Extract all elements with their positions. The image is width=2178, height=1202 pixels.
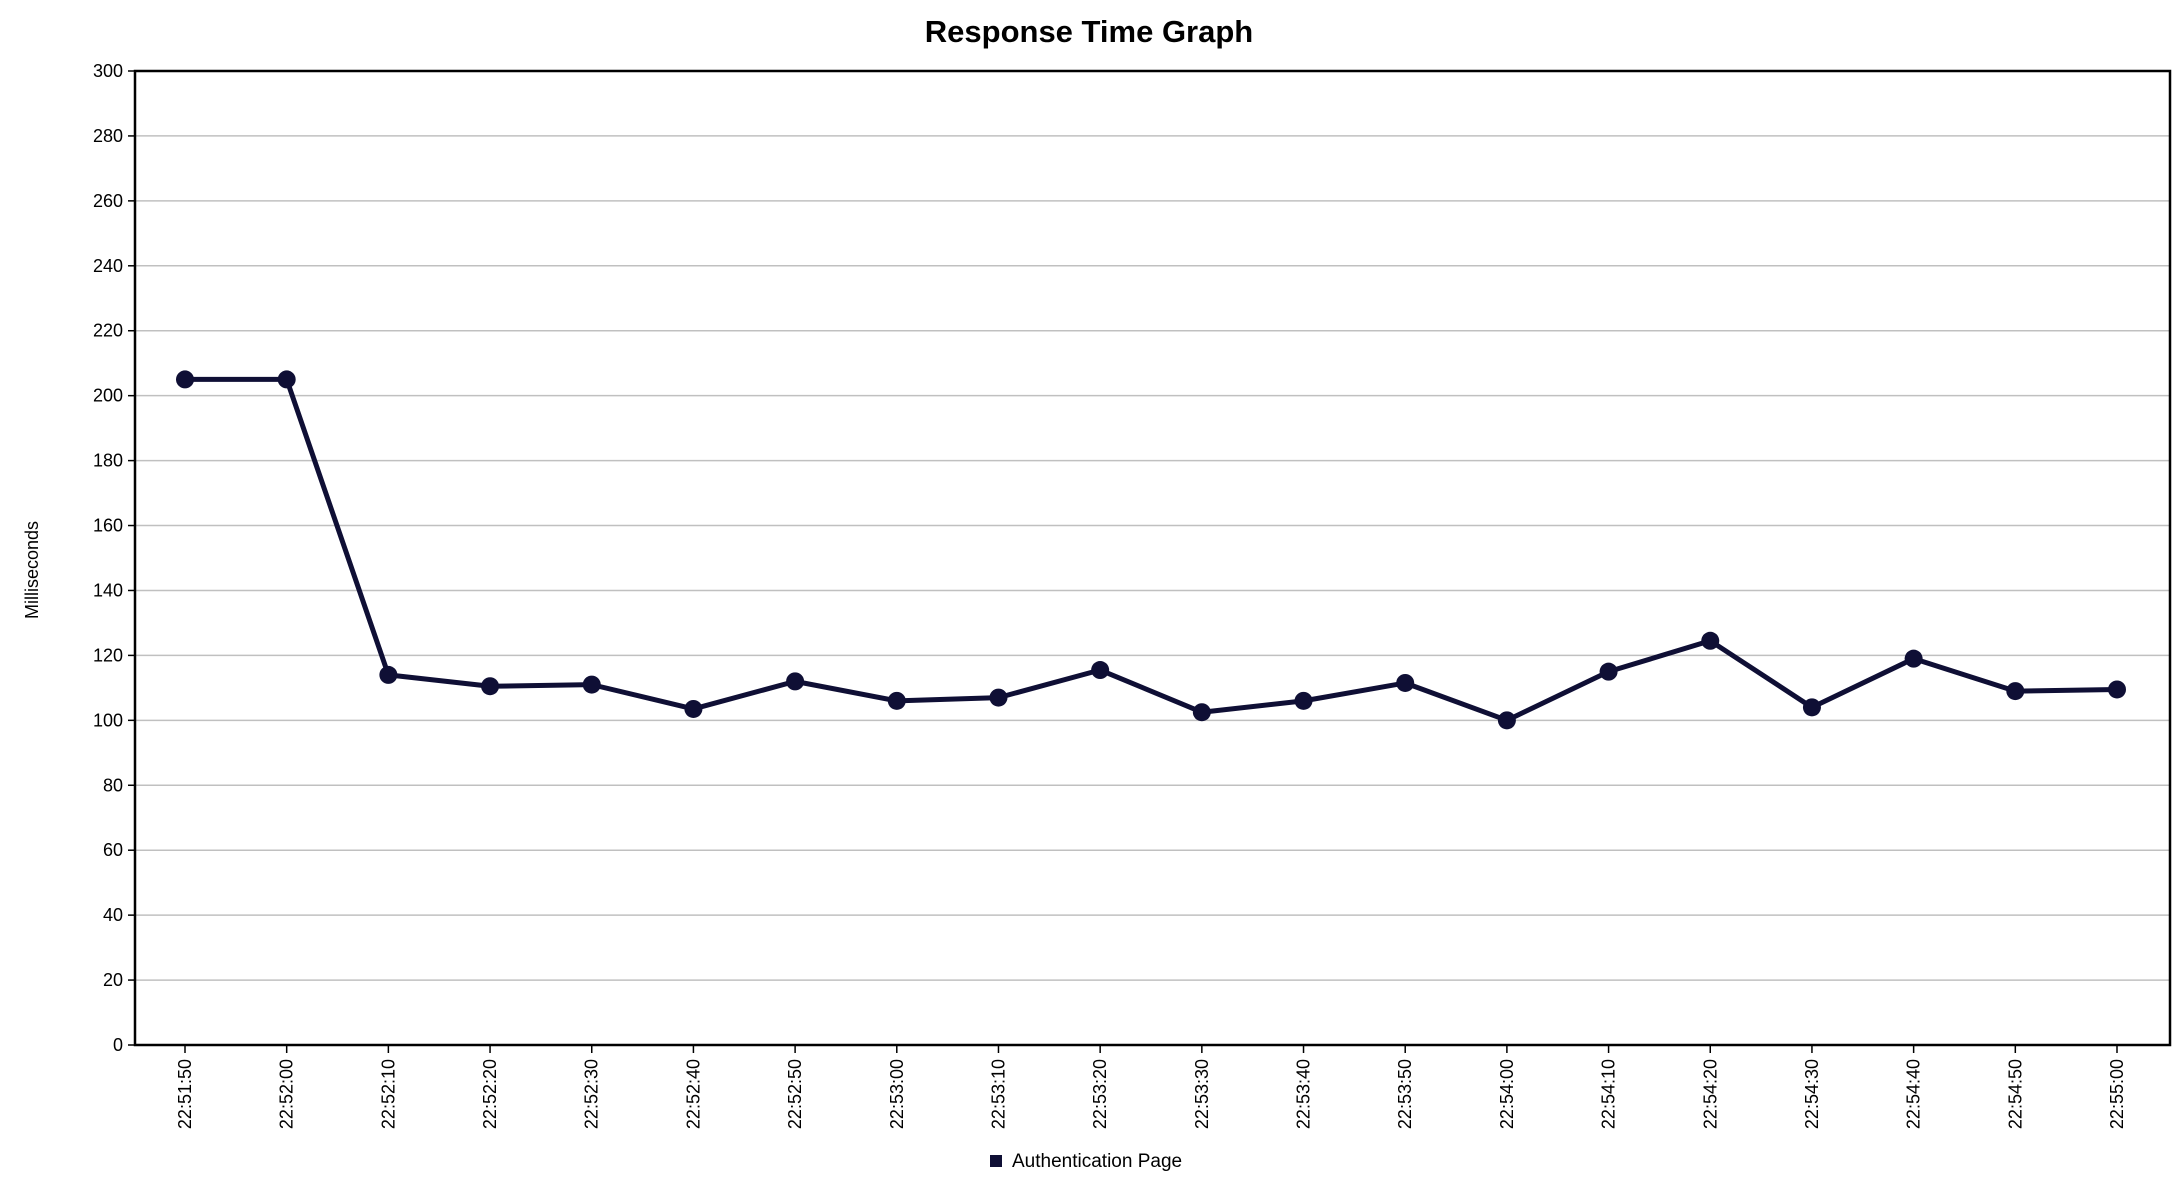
y-tick-label: 280 [93, 126, 123, 146]
data-point [887, 691, 906, 710]
y-tick-label: 120 [93, 645, 123, 665]
data-point [684, 699, 703, 718]
series-line [185, 376, 2118, 723]
legend-label: Authentication Page [1012, 1151, 1182, 1172]
x-tick-label: 22:52:00 [277, 1059, 297, 1129]
x-tick-label: 22:54:10 [1599, 1059, 1619, 1129]
x-tick-label: 22:51:50 [175, 1059, 195, 1129]
data-point [379, 665, 398, 684]
data-point [2006, 682, 2025, 701]
y-tick-label: 140 [93, 580, 123, 600]
y-tick-label: 80 [103, 775, 123, 795]
y-tick-label: 220 [93, 321, 123, 341]
y-tick-label: 60 [103, 840, 123, 860]
data-point [1599, 662, 1618, 681]
data-point [1192, 703, 1211, 722]
y-tick-labels: 0 20 40 60 80 100 120 140 160 180 200 220 240 260 280 3… [93, 61, 123, 1055]
x-tick-label: 22:53:00 [887, 1059, 907, 1129]
x-tick-labels: 22:51:50 22:52:00 22:52:10 22:52:20 22:52:30… [175, 1059, 2127, 1129]
x-tick-label: 22:55:00 [2107, 1059, 2127, 1129]
data-point [989, 688, 1008, 707]
y-tick-label: 260 [93, 191, 123, 211]
data-point [786, 672, 805, 691]
x-tick-label: 22:53:50 [1395, 1059, 1415, 1129]
data-point [1701, 631, 1720, 650]
x-tick-label: 22:54:30 [1802, 1059, 1822, 1129]
legend: Authentication Page [990, 1151, 1182, 1172]
x-tick-label: 22:52:30 [582, 1059, 602, 1129]
data-point [1294, 691, 1313, 710]
y-tick-label: 240 [93, 256, 123, 276]
y-tick-label: 0 [113, 1035, 123, 1055]
series-layer [176, 370, 2126, 730]
data-point [2108, 680, 2126, 699]
y-tick-label: 20 [103, 970, 123, 990]
plot-frame [133, 69, 2172, 1047]
x-tick-label: 22:52:50 [785, 1059, 805, 1129]
axes [128, 69, 2172, 1053]
x-tick-label: 22:54:50 [2005, 1059, 2025, 1129]
data-point [481, 677, 500, 696]
x-tick-label: 22:53:30 [1192, 1059, 1212, 1129]
x-tick-label: 22:53:20 [1090, 1059, 1110, 1129]
data-point [277, 370, 296, 389]
data-point [1091, 661, 1110, 680]
x-tick-label: 22:52:40 [683, 1059, 703, 1129]
y-tick-label: 200 [93, 386, 123, 406]
data-point [176, 370, 194, 389]
x-tick-label: 22:52:20 [480, 1059, 500, 1129]
y-tick-label: 300 [93, 61, 123, 81]
data-point [1904, 649, 1923, 668]
y-tick-label: 100 [93, 710, 123, 730]
x-tick-label: 22:53:10 [988, 1059, 1008, 1129]
x-tick-label: 22:54:40 [1904, 1059, 1924, 1129]
x-tick-label: 22:54:00 [1497, 1059, 1517, 1129]
data-point [1497, 711, 1516, 730]
y-tick-label: 160 [93, 516, 123, 536]
x-tick-label: 22:52:10 [378, 1059, 398, 1129]
data-point [1802, 698, 1821, 717]
data-point [582, 675, 601, 694]
x-tick-label: 22:54:20 [1700, 1059, 1720, 1129]
chart-title: Response Time Graph [925, 14, 1253, 49]
data-point [1396, 673, 1415, 692]
legend-swatch [990, 1155, 1002, 1167]
grid-lines [135, 135, 2170, 981]
y-axis-label: Milliseconds [22, 521, 42, 619]
y-tick-label: 180 [93, 451, 123, 471]
y-tick-label: 40 [103, 905, 123, 925]
x-tick-label: 22:53:40 [1294, 1059, 1314, 1129]
